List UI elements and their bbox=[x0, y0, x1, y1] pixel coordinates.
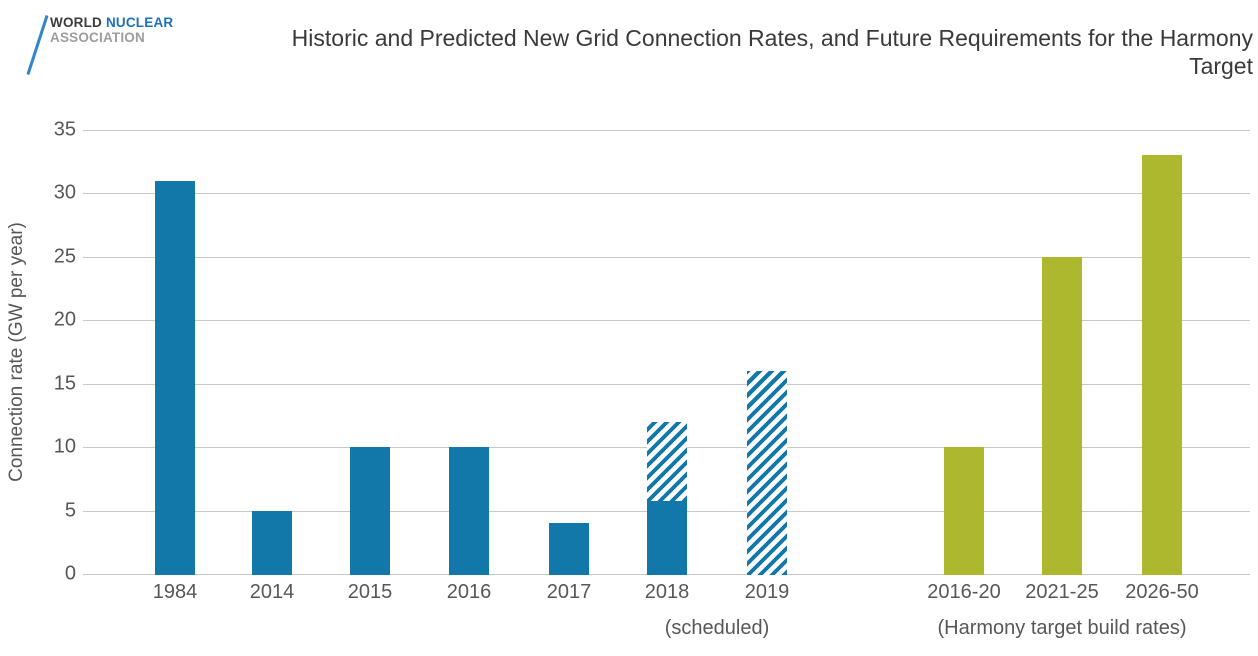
y-tick-label-20: 20 bbox=[53, 308, 76, 331]
bar-segment-solid bbox=[449, 447, 489, 575]
logo-word-association: ASSOCIATION bbox=[50, 29, 145, 45]
logo-line-1: WORLD NUCLEAR bbox=[50, 15, 174, 31]
bar-2014 bbox=[252, 511, 292, 575]
bar-2019 bbox=[747, 371, 787, 575]
bar-segment-solid bbox=[549, 523, 589, 575]
x-tick-label-2016-20: 2016-20 bbox=[927, 581, 1001, 603]
gridline-y-20 bbox=[83, 320, 1250, 321]
logo-word-nuclear: NUCLEAR bbox=[105, 15, 174, 30]
x-tick-label-2016: 2016 bbox=[446, 581, 492, 603]
bar-segment-hatched bbox=[747, 371, 787, 575]
y-tick-label-10: 10 bbox=[53, 435, 76, 458]
x-tick-label-1984: 1984 bbox=[152, 581, 198, 603]
bar-segment-solid bbox=[647, 501, 687, 575]
x-tick-label-2015: 2015 bbox=[347, 581, 393, 603]
bar-segment-solid bbox=[350, 447, 390, 575]
x-tick-label-2017: 2017 bbox=[546, 581, 592, 603]
gridline-y-35 bbox=[83, 130, 1250, 131]
bar-2015 bbox=[350, 447, 390, 575]
y-tick-label-0: 0 bbox=[64, 562, 76, 585]
world-nuclear-association-logo: WORLD NUCLEAR ASSOCIATION bbox=[8, 8, 188, 78]
bar-2017 bbox=[549, 523, 589, 575]
y-tick-label-30: 30 bbox=[53, 181, 76, 204]
chart-title: Historic and Predicted New Grid Connecti… bbox=[291, 25, 1253, 79]
x-tick-label-2014: 2014 bbox=[249, 581, 295, 603]
x-tick-label-2019: 2019 bbox=[744, 581, 790, 603]
logo-slash-icon bbox=[26, 15, 49, 75]
bar-segment-solid bbox=[155, 181, 195, 575]
bar-segment-solid bbox=[1142, 155, 1182, 575]
bar-2016-20 bbox=[944, 447, 984, 575]
y-tick-label-5: 5 bbox=[64, 499, 76, 522]
y-tick-label-15: 15 bbox=[53, 372, 76, 395]
y-tick-label-35: 35 bbox=[53, 118, 76, 141]
bar-2021-25 bbox=[1042, 257, 1082, 575]
bar-segment-hatched bbox=[647, 422, 687, 501]
bar-2016 bbox=[449, 447, 489, 575]
gridline-y-15 bbox=[83, 384, 1250, 385]
bar-segment-solid bbox=[252, 511, 292, 575]
bar-1984 bbox=[155, 181, 195, 575]
logo-text: WORLD NUCLEAR ASSOCIATION bbox=[50, 15, 174, 45]
x-axis-annotation-1: (Harmony target build rates) bbox=[937, 617, 1187, 639]
plot-area bbox=[83, 130, 1250, 575]
y-axis-tick-labels: 0 5 10 15 20 25 30 35 bbox=[0, 119, 76, 585]
x-axis-annotation-0: (scheduled) bbox=[664, 617, 770, 639]
x-tick-label-2018: 2018 bbox=[644, 581, 690, 603]
logo-word-world: WORLD bbox=[50, 15, 102, 30]
bar-segment-solid bbox=[944, 447, 984, 575]
gridline-y-25 bbox=[83, 257, 1250, 258]
bar-2018 bbox=[647, 422, 687, 575]
x-tick-label-2021-25: 2021-25 bbox=[1025, 581, 1099, 603]
bar-2026-50 bbox=[1142, 155, 1182, 575]
x-tick-label-2026-50: 2026-50 bbox=[1125, 581, 1199, 603]
bar-segment-solid bbox=[1042, 257, 1082, 575]
gridline-y-30 bbox=[83, 193, 1250, 194]
y-tick-label-25: 25 bbox=[53, 245, 76, 268]
